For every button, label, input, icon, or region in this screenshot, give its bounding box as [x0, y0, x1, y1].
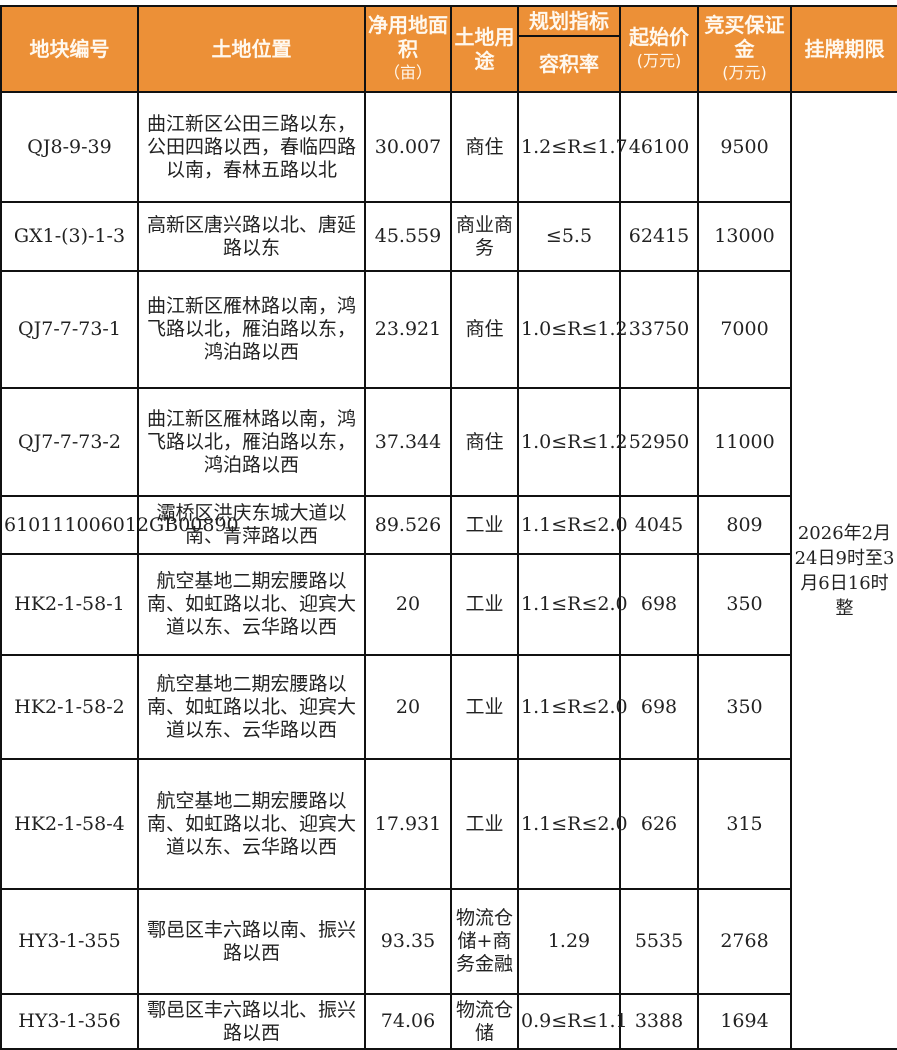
cell-period: 2026年2月24日9时至3月6日16时整: [790, 91, 897, 1050]
cell-far: 1.2≤R≤1.7: [517, 91, 628, 203]
cell-start-price: 698: [619, 654, 699, 760]
header-start-price-unit: (万元): [636, 51, 682, 70]
header-area-label: 净用地面积: [368, 13, 448, 61]
cell-location: 灞桥区洪庆东城大道以南、青萍路以西: [137, 495, 366, 555]
cell-deposit: 13000: [697, 201, 792, 272]
cell-far: 1.1≤R≤2.0: [517, 758, 628, 890]
table-row: QJ8-9-39 曲江新区公田三路以东，公田四路以西，春临四路以南，春林五路以北 3…: [0, 91, 897, 1050]
table-row: 610111006012GB00890 灞桥区洪庆东城大道以南、青萍路以西 89.5…: [0, 495, 897, 555]
header-start-price: 起始价 (万元): [619, 5, 699, 93]
header-area-unit: （亩）: [383, 63, 432, 82]
cell-plot-id: HY3-1-356: [0, 993, 139, 1050]
cell-deposit: 2768: [697, 888, 792, 995]
cell-area: 17.931: [364, 758, 452, 890]
table-row: HK2-1-58-2 航空基地二期宏腰路以南、如虹路以北、迎宾大道以东、云华路以西…: [0, 654, 897, 760]
cell-use: 物流仓储+商务金融: [450, 888, 519, 995]
header-deposit-unit: (万元): [722, 63, 767, 82]
header-far: 容积率: [517, 35, 621, 93]
table-row: QJ7-7-73-1 曲江新区雁林路以南，鸿飞路以北，雁泊路以东，鸿泊路以西 23.…: [0, 270, 897, 389]
cell-plot-id: QJ8-9-39: [0, 91, 139, 203]
cell-deposit: 9500: [697, 91, 792, 203]
cell-far: 1.0≤R≤1.2: [517, 387, 628, 497]
cell-location: 曲江新区公田三路以东，公田四路以西，春临四路以南，春林五路以北: [137, 91, 366, 203]
cell-location: 鄠邑区丰六路以北、振兴路以西: [137, 993, 366, 1050]
cell-far: ≤5.5: [517, 201, 621, 272]
cell-location: 曲江新区雁林路以南，鸿飞路以北，雁泊路以东，鸿泊路以西: [137, 270, 366, 389]
cell-plot-id: HY3-1-355: [0, 888, 139, 995]
cell-use: 商住: [450, 91, 519, 203]
cell-area: 20: [364, 654, 452, 760]
cell-location: 航空基地二期宏腰路以南、如虹路以北、迎宾大道以东、云华路以西: [137, 553, 366, 656]
cell-plot-id: HK2-1-58-1: [0, 553, 139, 656]
cell-use: 物流仓储: [450, 993, 519, 1050]
cell-area: 89.526: [364, 495, 452, 555]
cell-far: 1.1≤R≤2.0: [517, 553, 628, 656]
header-plot-id: 地块编号: [0, 5, 139, 93]
header-planning: 规划指标: [517, 5, 621, 37]
header-start-price-label: 起始价: [629, 25, 689, 49]
cell-far: 0.9≤R≤1.1: [517, 993, 628, 1050]
cell-start-price: 626: [619, 758, 699, 890]
cell-start-price: 33750: [619, 270, 699, 389]
cell-start-price: 4045: [619, 495, 699, 555]
cell-start-price: 52950: [619, 387, 699, 497]
header-area: 净用地面积 （亩）: [364, 5, 452, 93]
cell-deposit: 350: [697, 553, 792, 656]
cell-plot-id: QJ7-7-73-1: [0, 270, 139, 389]
cell-deposit: 7000: [697, 270, 792, 389]
header-deposit: 竞买保证金 (万元): [697, 5, 792, 93]
cell-start-price: 5535: [619, 888, 699, 995]
cell-deposit: 11000: [697, 387, 792, 497]
cell-plot-id: GX1-(3)-1-3: [0, 201, 139, 272]
table-row: HY3-1-356 鄠邑区丰六路以北、振兴路以西 74.06 物流仓储 0.9≤R≤1.…: [0, 993, 897, 1050]
cell-location: 航空基地二期宏腰路以南、如虹路以北、迎宾大道以东、云华路以西: [137, 758, 366, 890]
header-deposit-label: 竞买保证金: [704, 13, 785, 61]
cell-use: 工业: [450, 758, 519, 890]
cell-location: 鄠邑区丰六路以南、振兴路以西: [137, 888, 366, 995]
cell-deposit: 1694: [697, 993, 792, 1050]
cell-plot-id: 610111006012GB00890: [0, 495, 239, 555]
cell-far: 1.29: [517, 888, 621, 995]
cell-area: 30.007: [364, 91, 452, 203]
cell-deposit: 350: [697, 654, 792, 760]
cell-plot-id: QJ7-7-73-2: [0, 387, 139, 497]
cell-area: 20: [364, 553, 452, 656]
cell-far: 1.1≤R≤2.0: [517, 495, 628, 555]
cell-location: 高新区唐兴路以北、唐延路以东: [137, 201, 366, 272]
cell-location: 航空基地二期宏腰路以南、如虹路以北、迎宾大道以东、云华路以西: [137, 654, 366, 760]
cell-deposit: 809: [697, 495, 792, 555]
cell-plot-id: HK2-1-58-2: [0, 654, 139, 760]
cell-use: 工业: [450, 654, 519, 760]
cell-area: 37.344: [364, 387, 452, 497]
table-row: HK2-1-58-4 航空基地二期宏腰路以南、如虹路以北、迎宾大道以东、云华路以西…: [0, 758, 897, 890]
cell-far: 1.1≤R≤2.0: [517, 654, 628, 760]
cell-use: 商住: [450, 270, 519, 389]
cell-use: 商住: [450, 387, 519, 497]
cell-start-price: 62415: [619, 201, 699, 272]
land-listing-table: 地块编号 土地位置 净用地面积 （亩） 土地用途 规划指标 起始价 (万元) 竞买保…: [0, 5, 897, 1050]
table-row: HK2-1-58-1 航空基地二期宏腰路以南、如虹路以北、迎宾大道以东、云华路以西…: [0, 553, 897, 656]
cell-deposit: 315: [697, 758, 792, 890]
cell-area: 45.559: [364, 201, 452, 272]
cell-area: 74.06: [364, 993, 452, 1050]
header-period: 挂牌期限: [790, 5, 897, 93]
header-location: 土地位置: [137, 5, 366, 93]
cell-start-price: 698: [619, 553, 699, 656]
cell-start-price: 46100: [619, 91, 699, 203]
cell-use: 工业: [450, 495, 519, 555]
table-row: GX1-(3)-1-3 高新区唐兴路以北、唐延路以东 45.559 商业商务 ≤5.5 6…: [0, 201, 897, 272]
table-row: QJ7-7-73-2 曲江新区雁林路以南，鸿飞路以北，雁泊路以东，鸿泊路以西 37.…: [0, 387, 897, 497]
cell-location: 曲江新区雁林路以南，鸿飞路以北，雁泊路以东，鸿泊路以西: [137, 387, 366, 497]
cell-area: 93.35: [364, 888, 452, 995]
table-row: HY3-1-355 鄠邑区丰六路以南、振兴路以西 93.35 物流仓储+商务金融 1.2…: [0, 888, 897, 995]
cell-plot-id: HK2-1-58-4: [0, 758, 139, 890]
cell-far: 1.0≤R≤1.2: [517, 270, 628, 389]
cell-use: 工业: [450, 553, 519, 656]
header-use: 土地用途: [450, 5, 519, 93]
cell-area: 23.921: [364, 270, 452, 389]
cell-start-price: 3388: [619, 993, 699, 1050]
cell-use: 商业商务: [450, 201, 519, 272]
